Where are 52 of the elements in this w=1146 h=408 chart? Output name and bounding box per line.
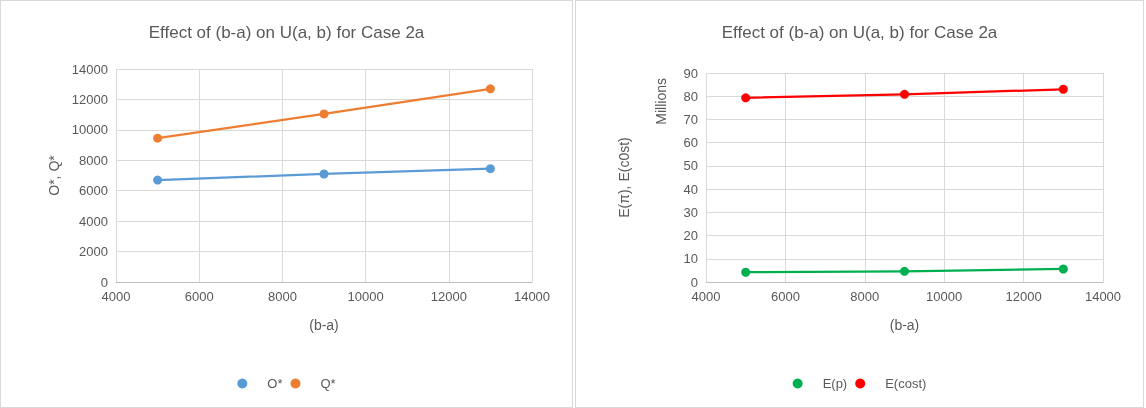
y-tick-label: 60 — [683, 135, 698, 151]
y-tick-label: 4000 — [79, 213, 108, 229]
chart-title: Effect of (b-a) on U(a, b) for Case 2a — [148, 23, 425, 42]
point — [153, 175, 163, 185]
x-tick-label: 10000 — [347, 289, 384, 304]
x-tick-label: 14000 — [1084, 289, 1122, 304]
point — [741, 93, 751, 103]
legend-label: Q* — [320, 376, 336, 391]
chart-title: Effect of (b-a) on U(a, b) for Case 2a — [721, 23, 998, 42]
point — [900, 266, 909, 276]
y-tick-label: 2000 — [79, 244, 108, 260]
legend-label: O* — [267, 376, 283, 391]
x-tick-label: 12000 — [1005, 289, 1042, 304]
y-tick-label: 50 — [683, 158, 698, 174]
point — [319, 169, 329, 179]
y-tick-label: 12000 — [71, 91, 108, 107]
x-axis-title: (b-a) — [889, 317, 920, 333]
point — [1058, 264, 1068, 274]
y-tick-label: 80 — [683, 88, 698, 104]
x-tick-label: 12000 — [430, 289, 467, 304]
x-tick-label: 8000 — [267, 289, 297, 304]
legend-label: E(p) — [822, 376, 848, 391]
x-tick-label: 6000 — [770, 289, 800, 304]
y-tick-label: 90 — [683, 65, 698, 81]
y-tick-label: 8000 — [79, 152, 108, 168]
y-tick-label: 40 — [683, 181, 698, 197]
x-tick-label: 8000 — [850, 289, 880, 304]
y-tick-label: 70 — [683, 111, 698, 127]
point — [900, 89, 909, 99]
point — [319, 109, 329, 119]
point — [485, 84, 495, 94]
y-tick-label: 0 — [690, 274, 698, 290]
y-tick-label: 30 — [683, 204, 698, 220]
x-tick-label: 10000 — [926, 289, 963, 304]
x-tick-label: 14000 — [513, 289, 551, 304]
point — [153, 133, 163, 143]
point — [741, 267, 751, 277]
y-tick-label: 14000 — [71, 61, 108, 77]
y-tick-label: 10 — [683, 251, 698, 267]
legend-label: E(cost) — [885, 376, 927, 391]
point — [485, 164, 495, 174]
y-tick-label: 6000 — [79, 183, 108, 199]
y-axis-title: O*, Q* — [45, 154, 62, 196]
point — [1058, 84, 1068, 94]
y-axis-title: E(π), E(c0st) — [616, 137, 632, 218]
text: Millions — [653, 77, 669, 125]
x-axis-title: (b-a) — [309, 317, 339, 333]
y-tick-label: 10000 — [71, 122, 108, 138]
y-tick-label: 0 — [100, 274, 108, 290]
x-tick-label: 6000 — [184, 289, 214, 304]
x-tick-label: 4000 — [101, 289, 131, 304]
y-tick-label: 20 — [683, 228, 698, 244]
